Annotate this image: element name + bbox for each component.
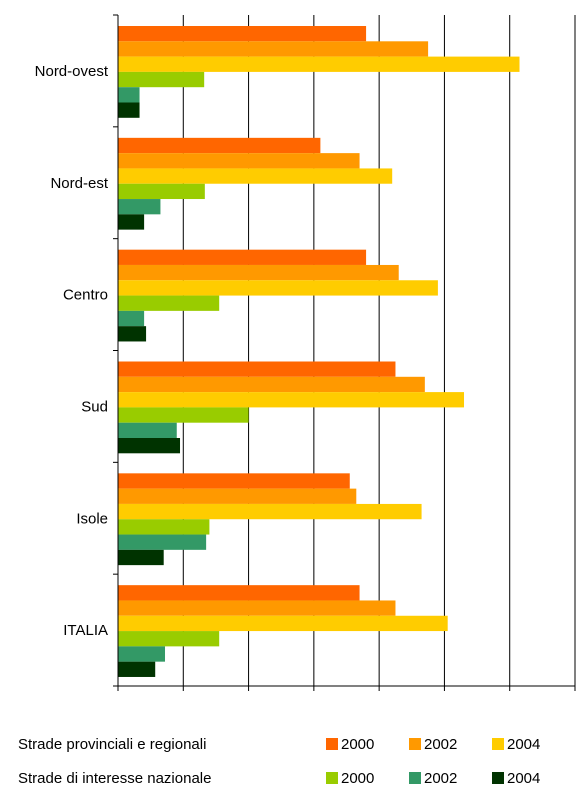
bar-2000-nord-ovest <box>118 26 367 42</box>
bar-2002-italia <box>118 646 166 662</box>
legend-item-label: 2002 <box>424 736 458 753</box>
bar-2002-nord-est <box>118 153 360 169</box>
bar-2000-sud <box>118 407 249 423</box>
bar-2002-centro <box>118 310 145 327</box>
bar-2004-centro <box>118 326 147 342</box>
legend-item-nazionale-2000: 2000 <box>326 767 374 791</box>
legend-swatch <box>492 738 504 750</box>
bar-2004-nord-est <box>118 168 393 184</box>
bar-2004-centro <box>118 280 438 296</box>
legend-swatch <box>409 738 421 750</box>
legend-row-nazionale: Strade di interesse nazionale 2000 2002 … <box>0 767 587 791</box>
y-tick-label: Sud <box>81 398 108 415</box>
bar-2002-isole <box>118 488 357 504</box>
bar-2000-centro <box>118 295 220 311</box>
bar-2002-italia <box>118 600 396 616</box>
legend-swatch <box>326 772 338 784</box>
bar-2002-isole <box>118 534 207 550</box>
legend-swatch <box>409 772 421 784</box>
chart-plot: Nord-ovestNord-estCentroSudIsoleITALIA01… <box>35 14 576 691</box>
legend-swatch <box>326 738 338 750</box>
legend-item-label: 2004 <box>507 770 541 787</box>
bar-2002-centro <box>118 264 399 281</box>
legend-item-nazionale-2002: 2002 <box>409 767 457 791</box>
bar-2004-nord-est <box>118 214 145 230</box>
bar-2004-isole <box>118 503 422 520</box>
legend-item-label: 2000 <box>341 736 375 753</box>
bar-2000-centro <box>118 249 367 265</box>
y-tick-label: Isole <box>76 510 108 527</box>
bar-2004-italia <box>118 615 448 632</box>
legend-item-nazionale-2004: 2004 <box>492 767 540 791</box>
bar-2002-sud <box>118 422 177 438</box>
bar-2004-sud <box>118 392 465 408</box>
bar-2004-sud <box>118 438 181 454</box>
bar-2000-sud <box>118 361 396 377</box>
y-tick-label: Centro <box>63 287 108 304</box>
bar-2004-isole <box>118 549 164 566</box>
legend-group-label: Strade provinciali e regionali <box>18 736 207 753</box>
legend-item-provinciali-2004: 2004 <box>492 733 540 757</box>
bar-2000-isole <box>118 473 350 489</box>
bar-2002-nord-ovest <box>118 87 140 103</box>
bar-2004-nord-ovest <box>118 102 140 118</box>
legend-item-label: 2000 <box>341 770 375 787</box>
y-tick-label: Nord-ovest <box>35 63 109 80</box>
bar-2002-sud <box>118 376 425 393</box>
bar-2002-nord-ovest <box>118 41 429 57</box>
legend-swatch <box>492 772 504 784</box>
y-tick-label: Nord-est <box>50 175 108 192</box>
legend-row-provinciali: Strade provinciali e regionali 2000 2002… <box>0 733 587 757</box>
bar-2000-italia <box>118 585 360 601</box>
bar-2000-nord-ovest <box>118 71 205 88</box>
legend-item-provinciali-2000: 2000 <box>326 733 374 757</box>
legend-item-label: 2004 <box>507 736 541 753</box>
legend-item-provinciali-2002: 2002 <box>409 733 457 757</box>
bar-2000-nord-est <box>118 137 321 154</box>
legend-group-label: Strade di interesse nazionale <box>18 770 212 787</box>
bar-2004-italia <box>118 661 156 677</box>
legend-item-label: 2002 <box>424 770 458 787</box>
bar-2002-nord-est <box>118 199 161 215</box>
bar-2000-isole <box>118 519 210 535</box>
y-tick-label: ITALIA <box>63 622 108 639</box>
bar-2000-nord-est <box>118 183 205 200</box>
bar-2004-nord-ovest <box>118 56 520 72</box>
bar-2000-italia <box>118 631 220 647</box>
